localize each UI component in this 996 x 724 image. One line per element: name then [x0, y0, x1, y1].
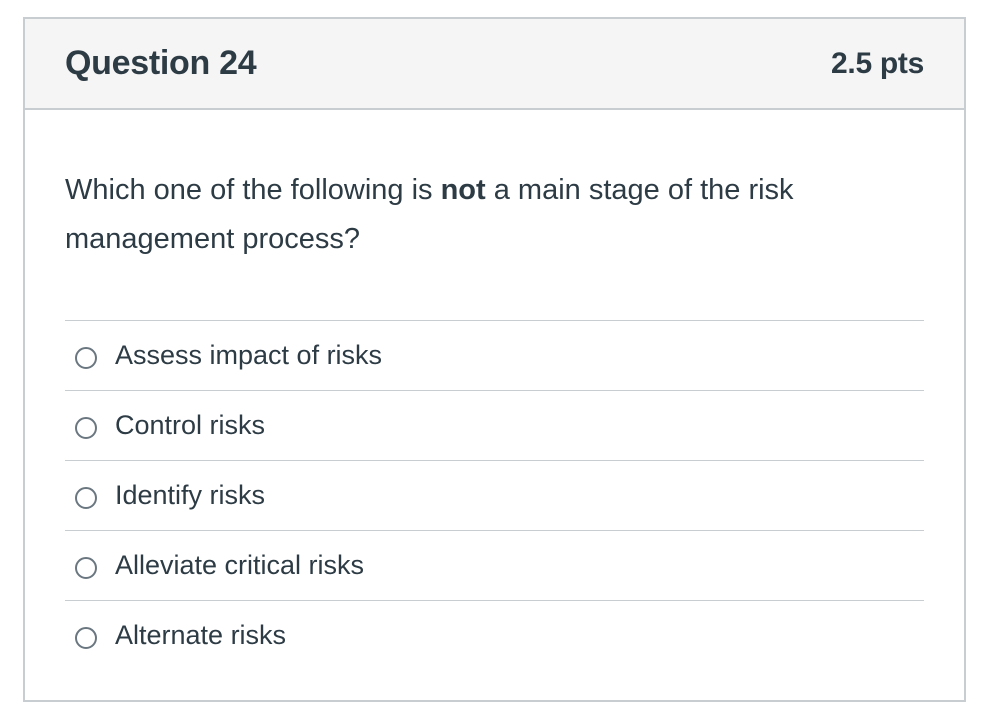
- answer-option-control-risks[interactable]: Control risks: [65, 391, 924, 461]
- answer-list: Assess impact of risks Control risks Ide…: [65, 320, 924, 670]
- answer-label: Identify risks: [115, 480, 266, 510]
- question-card: Question 24 2.5 pts Which one of the fol…: [23, 17, 966, 702]
- radio-button[interactable]: [75, 626, 97, 649]
- radio-button[interactable]: [75, 346, 97, 369]
- question-text: Which one of the following is not a main…: [65, 166, 924, 264]
- question-title: Question 24: [65, 44, 257, 82]
- radio-button[interactable]: [75, 556, 97, 579]
- question-header: Question 24 2.5 pts: [25, 19, 964, 110]
- answer-option-assess-impact[interactable]: Assess impact of risks: [65, 321, 924, 391]
- radio-button[interactable]: [75, 416, 97, 439]
- question-points: 2.5 pts: [831, 46, 924, 80]
- answer-label: Alleviate critical risks: [115, 550, 365, 580]
- question-body: Which one of the following is not a main…: [25, 166, 964, 670]
- radio-button[interactable]: [75, 486, 97, 509]
- question-text-before: Which one of the following is: [65, 174, 441, 206]
- answer-option-alternate-risks[interactable]: Alternate risks: [65, 601, 924, 670]
- question-text-after: a main stage of the risk management proc…: [65, 174, 794, 255]
- answer-option-identify-risks[interactable]: Identify risks: [65, 461, 924, 531]
- answer-label: Alternate risks: [115, 620, 287, 650]
- question-text-emphasis: not: [440, 174, 486, 206]
- answer-label: Control risks: [115, 410, 266, 440]
- answer-option-alleviate-critical[interactable]: Alleviate critical risks: [65, 531, 924, 601]
- answer-label: Assess impact of risks: [115, 340, 383, 370]
